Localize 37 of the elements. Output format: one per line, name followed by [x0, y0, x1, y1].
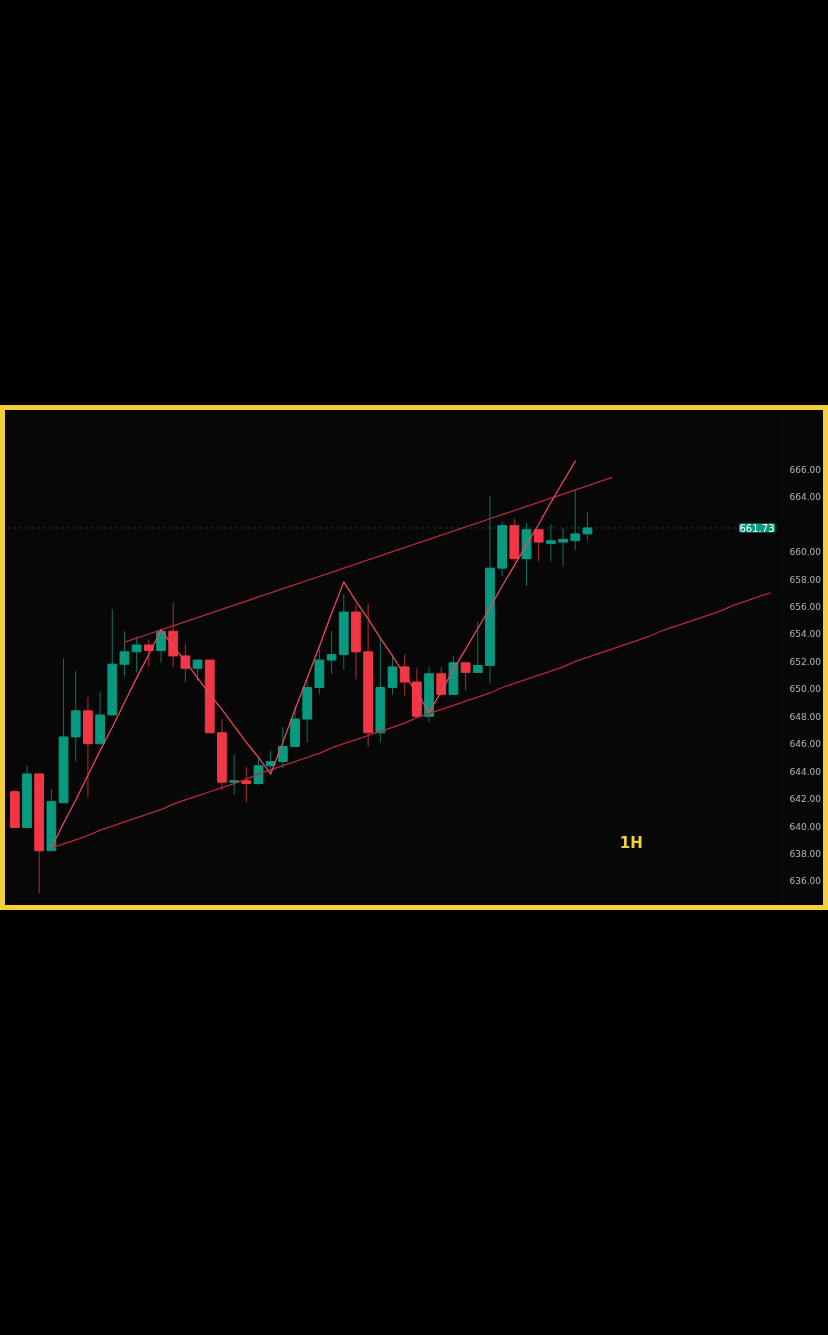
line-series	[50, 592, 771, 849]
candlestick	[131, 636, 142, 673]
candlestick	[472, 621, 483, 673]
y-tick-label: 638.00	[789, 848, 822, 859]
candlestick	[546, 523, 556, 562]
candlestick	[143, 638, 154, 668]
candlestick	[192, 659, 203, 682]
y-tick-label: 646.00	[789, 739, 822, 750]
annotation: 1H	[619, 834, 643, 853]
y-tick-label: 642.00	[789, 794, 822, 805]
candlestick	[582, 511, 593, 542]
candlestick	[326, 630, 337, 675]
y-tick-label: 654.00	[789, 629, 822, 640]
candlestick	[558, 527, 568, 568]
y-tick-label: 640.00	[789, 821, 822, 832]
ref-line-label: 661.73	[739, 522, 775, 534]
candlestick	[229, 754, 239, 795]
candlestick	[253, 756, 264, 786]
y-tick-label: 658.00	[789, 574, 822, 585]
candlestick	[570, 489, 581, 551]
y-tick-label: 652.00	[789, 656, 822, 667]
y-tick-label: 650.00	[789, 684, 822, 695]
candlestick	[119, 630, 130, 678]
candlestick	[387, 654, 398, 695]
candlestick	[436, 666, 447, 697]
y-tick-label: 636.00	[789, 876, 822, 887]
candlestick	[460, 660, 471, 691]
y-tick-label: 648.00	[789, 711, 822, 722]
y-tick-label: 644.00	[789, 766, 822, 777]
y-tick-label: 666.00	[789, 464, 822, 475]
candlestick	[277, 726, 288, 769]
candlestick	[241, 766, 252, 804]
y-tick-label: 656.00	[789, 602, 822, 613]
line-series	[50, 460, 576, 849]
y-tick-label: 664.00	[789, 492, 822, 503]
y-tick-label: 660.00	[789, 547, 822, 558]
candlestick	[533, 527, 544, 562]
